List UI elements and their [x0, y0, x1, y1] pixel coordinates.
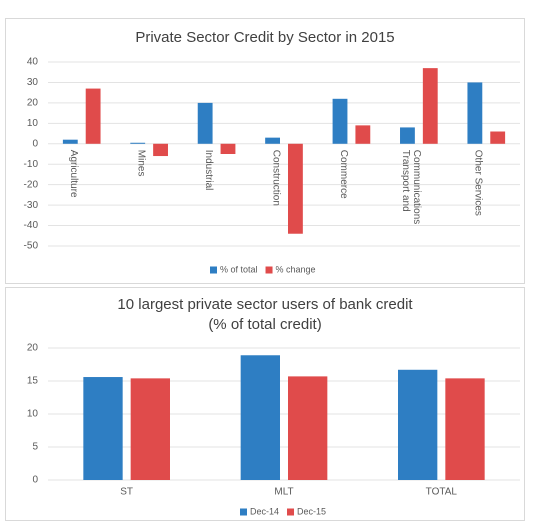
- legend-swatch: [240, 508, 247, 516]
- x-tick-label: Construction: [270, 150, 281, 206]
- x-tick-label: Commerce: [338, 150, 349, 199]
- chart-frame: [5, 18, 525, 284]
- y-tick-label: -40: [24, 220, 39, 231]
- bar: [288, 143, 303, 234]
- bar: [62, 139, 78, 144]
- x-tick-label: Transport and Communications: [400, 150, 422, 224]
- legend-label: % of total: [220, 264, 258, 274]
- x-tick-label: TOTAL: [426, 487, 458, 498]
- legend-label: Dec-15: [297, 506, 326, 516]
- y-tick-label: 20: [27, 98, 39, 109]
- x-tick-label: Agriculture: [68, 150, 79, 198]
- bar: [220, 143, 236, 154]
- x-tick-label: Mines: [136, 150, 147, 177]
- x-tick-label: Other Services: [473, 150, 484, 216]
- bar: [467, 82, 483, 144]
- bar: [398, 369, 438, 480]
- bar: [240, 355, 280, 480]
- bar: [83, 377, 123, 480]
- y-tick-label: 40: [27, 57, 39, 68]
- bar: [197, 102, 213, 144]
- x-tick-label: Industrial: [203, 150, 214, 191]
- bar: [265, 137, 280, 144]
- y-tick-label: -20: [24, 179, 39, 190]
- legend-label: Dec-14: [250, 506, 279, 516]
- bar: [332, 98, 348, 144]
- bar: [400, 127, 415, 144]
- y-tick-label: -30: [24, 200, 39, 211]
- bar: [422, 68, 438, 144]
- bar: [288, 376, 328, 480]
- x-tick-label: MLT: [274, 487, 293, 498]
- y-tick-label: 0: [32, 475, 38, 486]
- legend-swatch: [287, 508, 295, 516]
- bar: [130, 378, 170, 480]
- y-tick-label: 10: [27, 409, 39, 420]
- y-tick-label: 5: [32, 442, 38, 453]
- chart-subtitle: (% of total credit): [208, 316, 321, 333]
- legend-label: % change: [276, 264, 316, 274]
- y-tick-label: -50: [24, 241, 39, 252]
- bar: [85, 88, 101, 144]
- y-tick-label: 10: [27, 118, 39, 129]
- y-tick-label: 0: [32, 138, 38, 149]
- legend-swatch: [210, 266, 217, 274]
- y-tick-label: 20: [27, 343, 39, 354]
- chart-title: Private Sector Credit by Sector in 2015: [135, 29, 394, 46]
- y-tick-label: -10: [24, 159, 39, 170]
- x-tick-label: ST: [120, 487, 133, 498]
- bar: [355, 125, 371, 144]
- chart-title: 10 largest private sector users of bank …: [117, 296, 413, 313]
- bar: [490, 131, 506, 144]
- bar: [130, 142, 146, 144]
- legend-swatch: [265, 266, 273, 274]
- y-tick-label: 30: [27, 77, 39, 88]
- bar: [153, 143, 168, 157]
- bar: [445, 378, 485, 480]
- y-tick-label: 15: [27, 376, 39, 387]
